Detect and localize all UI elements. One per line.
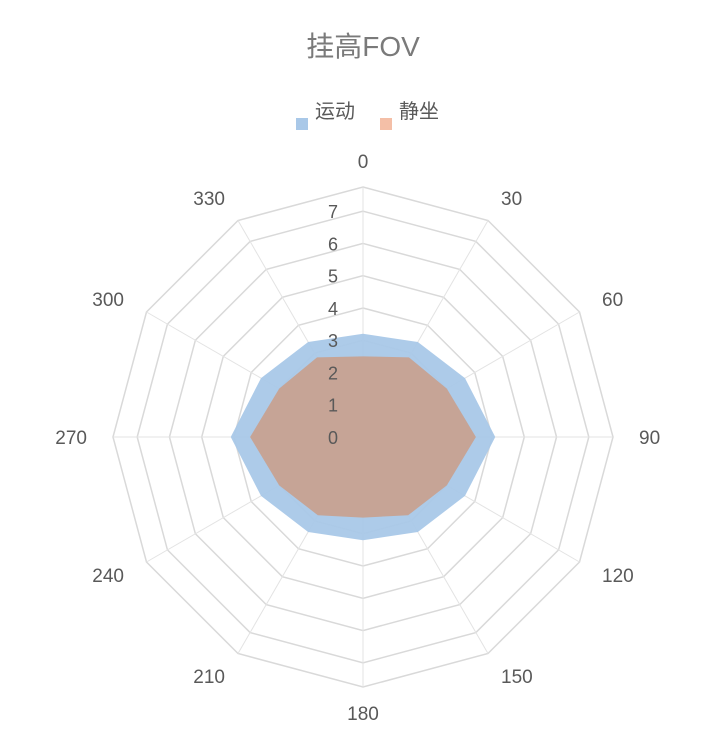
legend-label-sitting: 静坐: [399, 100, 439, 123]
radial-tick-4: 4: [328, 299, 338, 319]
radial-tick-6: 6: [328, 234, 338, 254]
radial-tick-7: 7: [328, 202, 338, 222]
legend-swatch-exercise: [296, 118, 308, 130]
radial-tick-layer: 0 1 2 3 4 5 6 7: [328, 202, 338, 448]
radial-tick-3: 3: [328, 331, 338, 351]
axis-label-30: 30: [501, 189, 522, 210]
series-area-sitting: [250, 356, 476, 518]
axis-label-240: 240: [92, 566, 124, 587]
series-layer: [230, 333, 496, 541]
chart-title-group: 挂高FOV: [306, 31, 420, 62]
radial-tick-0: 0: [328, 428, 338, 448]
axis-label-330: 330: [193, 189, 225, 210]
radial-tick-2: 2: [328, 363, 338, 383]
chart-title: 挂高FOV: [306, 31, 420, 62]
axis-label-90: 90: [639, 428, 660, 449]
axis-label-150: 150: [501, 667, 533, 688]
legend: 运动 静坐: [296, 100, 439, 130]
axis-label-0: 0: [358, 152, 369, 173]
axis-label-270: 270: [55, 428, 87, 449]
legend-label-exercise: 运动: [315, 100, 355, 123]
axis-label-300: 300: [92, 290, 124, 311]
axis-label-180: 180: [347, 704, 379, 725]
radial-tick-1: 1: [328, 396, 338, 416]
radial-tick-5: 5: [328, 267, 338, 287]
legend-swatch-sitting: [380, 118, 392, 130]
axis-label-60: 60: [602, 290, 623, 311]
axis-label-210: 210: [193, 667, 225, 688]
axis-label-120: 120: [602, 566, 634, 587]
